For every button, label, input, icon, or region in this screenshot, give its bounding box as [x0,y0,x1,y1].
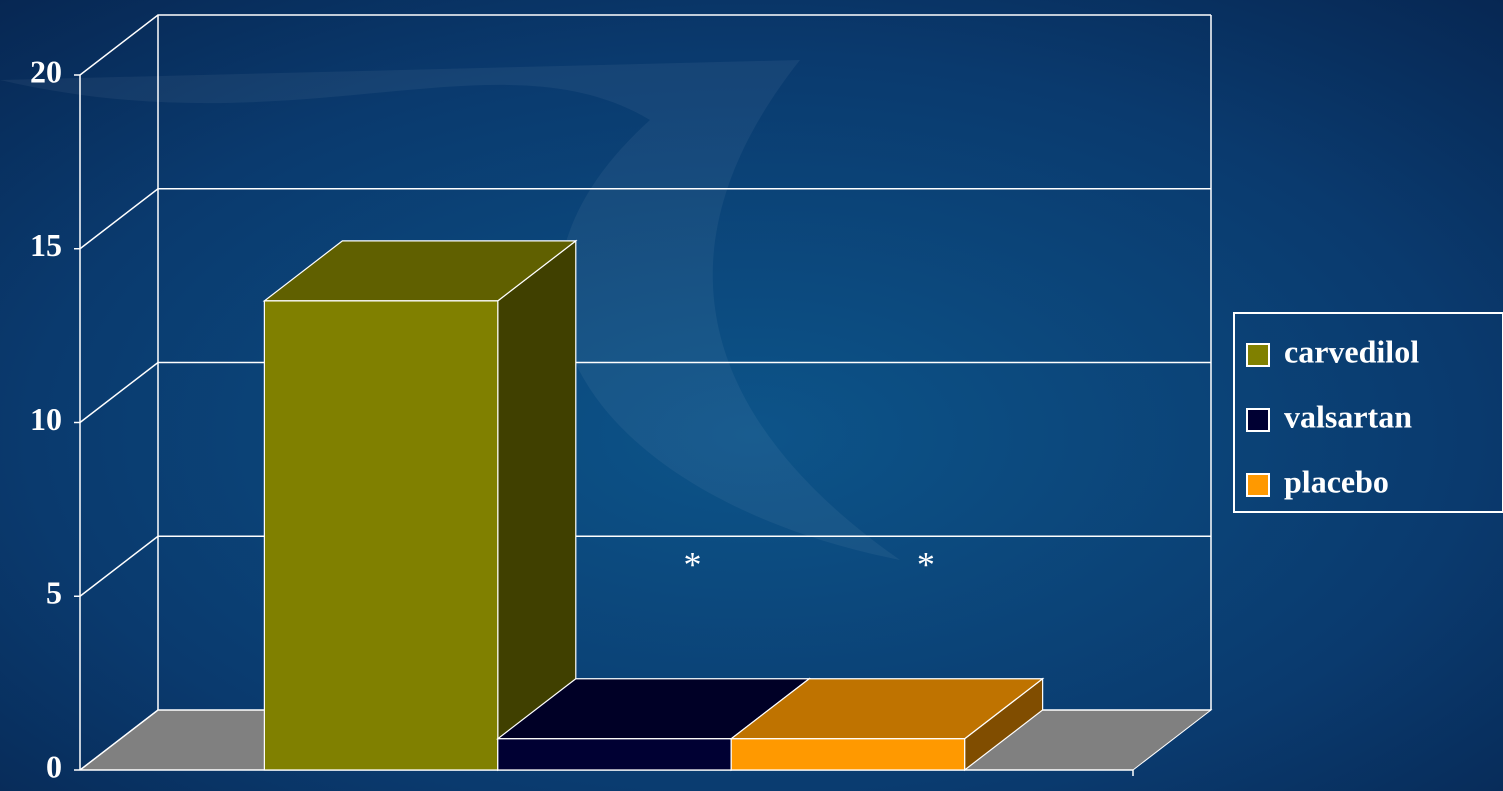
bar [729,677,1045,772]
bar-front [497,738,732,771]
legend-swatch [1246,473,1270,497]
annotation: * [684,544,702,584]
y-tick-label: 0 [46,748,62,784]
legend-box [1233,312,1503,513]
grid-line [79,14,1211,76]
legend-label: carvedilol [1284,333,1419,369]
annotation: * [917,544,935,584]
y-tick-label: 5 [46,575,62,611]
legend-swatch [1246,343,1270,367]
legend-swatch [1246,408,1270,432]
bar [262,239,578,772]
y-tick-label: 20 [30,53,62,89]
background-swoosh [0,60,900,560]
y-tick-label: 15 [30,227,62,263]
y-tick-label: 10 [30,401,62,437]
grid-line [79,188,1211,250]
bar-front [730,738,966,771]
legend-label: placebo [1284,463,1389,499]
legend-label: valsartan [1284,398,1412,434]
bar-front [263,300,499,771]
grid-line [79,361,1211,424]
grid-line [79,535,1211,597]
